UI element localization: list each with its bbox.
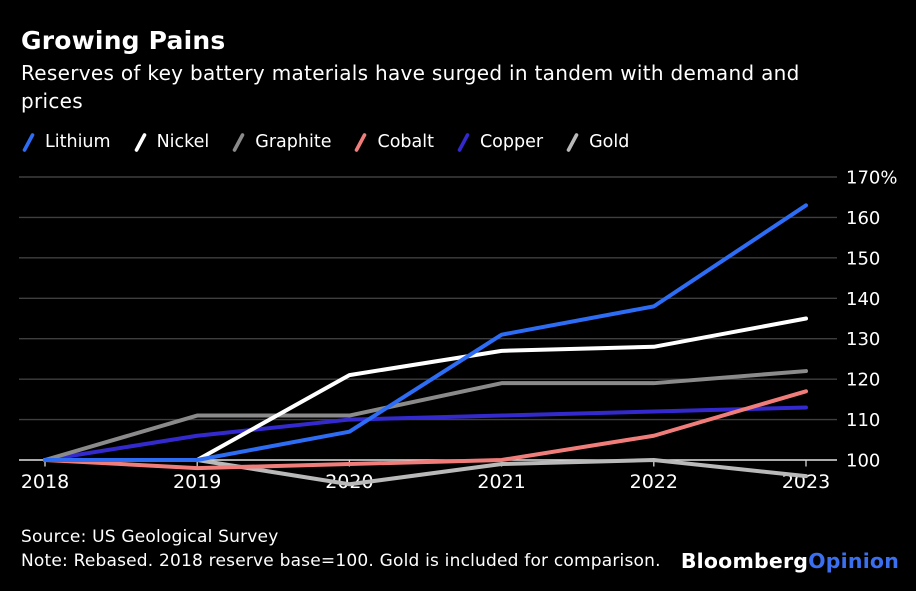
nickel-line [43, 316, 808, 462]
legend-item-cobalt: Cobalt [353, 132, 434, 152]
bloomberg-opinion-logo: BloombergOpinion [681, 549, 899, 573]
x-axis-label: 2021 [477, 471, 525, 493]
legend-label: Lithium [45, 132, 111, 152]
source-text: Source: US Geological Survey [21, 527, 279, 547]
legend-item-gold: Gold [565, 132, 629, 152]
logo-opinion: Opinion [808, 549, 899, 573]
y-axis-label: 100 [846, 451, 880, 472]
x-axis-label: 2022 [630, 471, 678, 493]
lithium-slash-swatch-icon [22, 132, 35, 152]
y-axis-label: 130 [846, 329, 880, 350]
legend-item-nickel: Nickel [133, 132, 210, 152]
subtitle-line-1: Reserves of key battery materials have s… [21, 61, 800, 85]
cobalt-line [43, 389, 808, 471]
x-axis-label: 2019 [173, 471, 221, 493]
lithium-line [43, 203, 808, 462]
nickel-slash-swatch-icon [134, 132, 146, 152]
legend-item-lithium: Lithium [21, 132, 111, 152]
copper-slash-swatch-icon [457, 132, 470, 152]
legend: Lithium Nickel Graphite Cobalt Copper Gold [21, 132, 629, 152]
legend-label: Nickel [156, 132, 210, 152]
y-axis-label: 140 [846, 289, 880, 310]
y-axis-label: 160 [846, 208, 880, 229]
legend-label: Gold [589, 132, 630, 152]
chart-title: Growing Pains [21, 26, 226, 55]
chart-subtitle: Reserves of key battery materials have s… [21, 59, 800, 115]
graphite-line [43, 369, 808, 462]
graphite-slash-swatch-icon [232, 132, 245, 152]
legend-item-copper: Copper [456, 132, 543, 152]
x-axis-label: 2018 [21, 471, 69, 493]
y-axis-label: 120 [846, 370, 880, 391]
legend-label: Copper [479, 132, 544, 152]
legend-label: Graphite [255, 132, 332, 152]
x-axis-label: 2020 [325, 471, 373, 493]
note-text: Note: Rebased. 2018 reserve base=100. Go… [21, 551, 661, 571]
legend-item-graphite: Graphite [231, 132, 331, 152]
y-axis-label: 150 [846, 248, 880, 269]
legend-label: Cobalt [377, 132, 434, 152]
gold-slash-swatch-icon [566, 132, 579, 152]
y-axis-label: 170% [846, 170, 897, 189]
y-axis-label: 110 [846, 410, 880, 431]
logo-bloomberg: Bloomberg [680, 549, 809, 573]
cobalt-slash-swatch-icon [355, 132, 367, 152]
subtitle-line-2: prices [21, 89, 83, 113]
line-chart: 100 110 120 130 140 150 160 170% 2018 2019 2020 202… [19, 170, 897, 493]
copper-line [43, 405, 808, 462]
